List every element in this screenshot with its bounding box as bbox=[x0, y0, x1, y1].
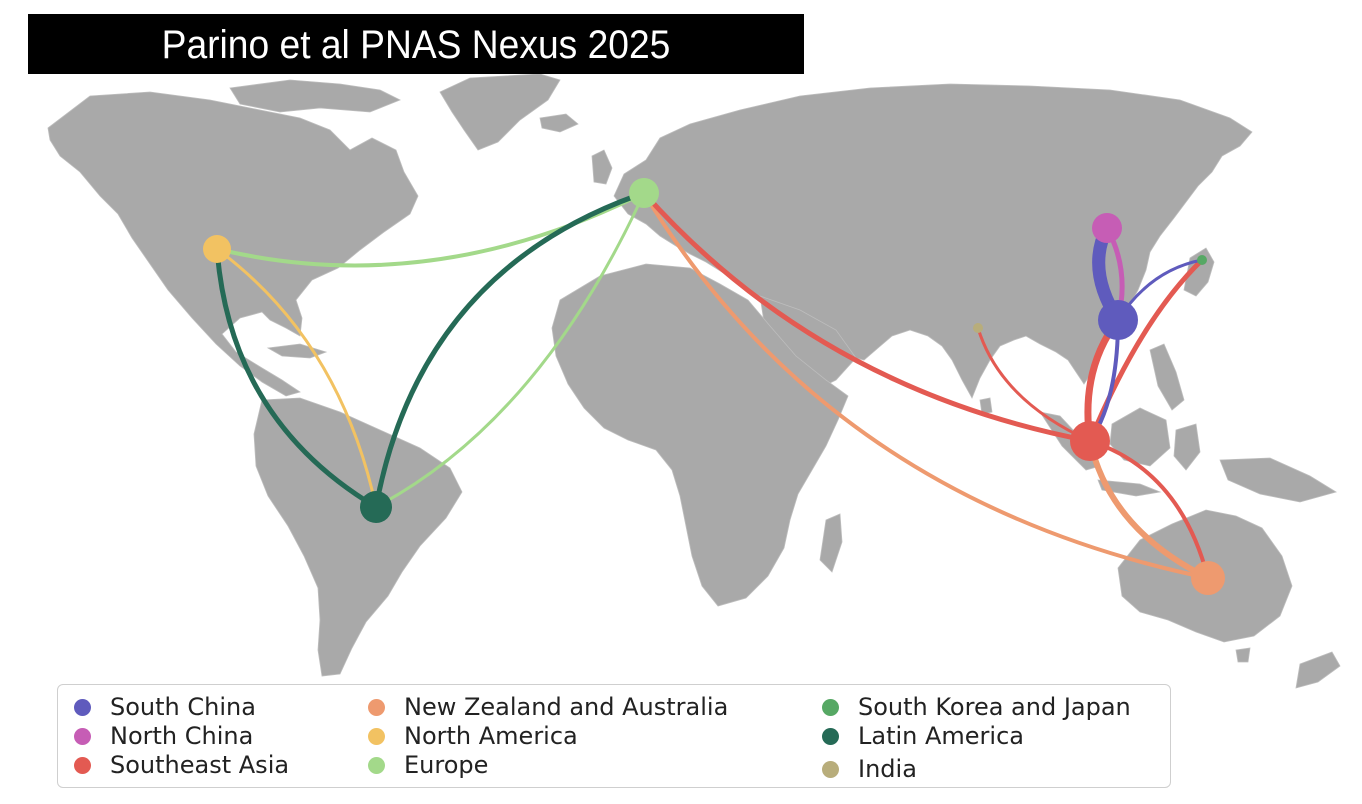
flow-australia-southeast-asia bbox=[1087, 438, 1211, 581]
iceland bbox=[539, 113, 579, 133]
philippines bbox=[1149, 343, 1185, 411]
legend-swatch bbox=[368, 699, 385, 716]
flow-latin-america-europe bbox=[373, 190, 647, 510]
page-title: Parino et al PNAS Nexus 2025 bbox=[161, 23, 671, 67]
node-nz-australia bbox=[1191, 561, 1225, 595]
legend-label: India bbox=[858, 755, 917, 783]
arctic-canada bbox=[229, 79, 401, 113]
legend-swatch bbox=[822, 699, 839, 716]
flow-latin-america-north-america bbox=[214, 246, 379, 510]
legend-swatch bbox=[368, 757, 385, 774]
legend-label: North America bbox=[404, 722, 578, 750]
node-europe bbox=[629, 178, 659, 208]
madagascar bbox=[819, 513, 843, 573]
legend-swatch bbox=[74, 699, 91, 716]
legend-label: Latin America bbox=[858, 722, 1024, 750]
north-america bbox=[47, 91, 419, 397]
node-north-china bbox=[1092, 213, 1122, 243]
node-south-china bbox=[1098, 300, 1138, 340]
sri-lanka bbox=[979, 397, 993, 415]
legend-swatch bbox=[368, 728, 385, 745]
node-latin-america bbox=[360, 491, 392, 523]
legend: South China North China Southeast Asia N… bbox=[57, 684, 1171, 788]
legend-label: South Korea and Japan bbox=[858, 693, 1131, 721]
sulawesi bbox=[1173, 423, 1201, 471]
title-banner: Parino et al PNAS Nexus 2025 bbox=[28, 14, 804, 74]
flow-southeast-asia-europe bbox=[641, 190, 1093, 444]
legend-swatch bbox=[822, 761, 839, 778]
flow-southeast-asia-australia bbox=[1088, 439, 1210, 580]
new-guinea bbox=[1219, 457, 1337, 503]
flow-southeast-asia-india bbox=[976, 326, 1092, 443]
flow-europe-latin-america bbox=[374, 191, 646, 509]
node-india bbox=[973, 323, 983, 333]
uk bbox=[591, 149, 613, 185]
node-north-america bbox=[203, 235, 231, 263]
legend-label: North China bbox=[110, 722, 254, 750]
node-southeast-asia bbox=[1070, 421, 1110, 461]
tasmania bbox=[1235, 647, 1251, 663]
land-masses bbox=[47, 73, 1341, 689]
legend-swatch bbox=[822, 728, 839, 745]
legend-swatch bbox=[74, 728, 91, 745]
legend-label: New Zealand and Australia bbox=[404, 693, 729, 721]
caribbean bbox=[266, 343, 328, 359]
flow-north-america-latin-america bbox=[215, 247, 378, 509]
africa bbox=[551, 263, 849, 607]
legend-label: South China bbox=[110, 693, 256, 721]
borneo bbox=[1109, 407, 1171, 467]
greenland bbox=[439, 73, 561, 151]
node-korea-japan bbox=[1197, 255, 1207, 265]
legend-label: Southeast Asia bbox=[110, 751, 290, 779]
legend-swatch bbox=[74, 757, 91, 774]
new-zealand bbox=[1295, 651, 1341, 689]
legend-label: Europe bbox=[404, 751, 489, 779]
south-america bbox=[253, 397, 463, 677]
flow-europe-australia bbox=[642, 191, 1210, 580]
java bbox=[1097, 479, 1162, 497]
